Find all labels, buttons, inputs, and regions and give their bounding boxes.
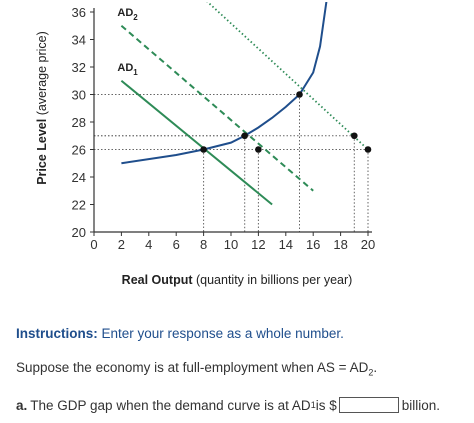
y-axis-label-rest: (average price) xyxy=(35,31,49,119)
statement-text: Suppose the economy is at full-employmen… xyxy=(16,360,369,375)
y-tick-label: 26 xyxy=(72,143,86,158)
x-tick-label: 14 xyxy=(279,237,293,252)
grid xyxy=(94,94,369,232)
x-tick-label: 16 xyxy=(306,237,320,252)
series-line-1 xyxy=(120,79,273,206)
series-label-sub: 2 xyxy=(133,13,138,22)
x-tick-label: 10 xyxy=(224,237,238,252)
series-label-1: AD1 xyxy=(117,62,138,77)
y-axis-label-bold: Price Level xyxy=(35,119,49,185)
question-unit: billion. xyxy=(401,397,440,413)
series-line-4 xyxy=(121,2,328,165)
axes: 0 2 4 6 8 10 12 14 16 18 20202224262830323436Real … xyxy=(35,5,375,287)
y-tick-label: 22 xyxy=(72,198,86,213)
x-tick-label: 2 xyxy=(118,237,125,252)
data-point xyxy=(296,91,303,98)
x-axis-label-rest: (quantity in billions per year) xyxy=(193,273,353,287)
y-tick-label: 28 xyxy=(72,115,86,130)
question-mid: is $ xyxy=(315,397,337,413)
series-label-sub: 1 xyxy=(133,68,138,77)
x-tick-label: 8 xyxy=(200,237,207,252)
data-point xyxy=(241,132,248,140)
x-axis-label: Real Output (quantity in billions per ye… xyxy=(122,273,353,287)
x-tick-label: 18 xyxy=(333,237,347,252)
series-label-2: AD2 xyxy=(117,7,138,22)
x-tick-label: 6 xyxy=(173,237,180,252)
statement-end: . xyxy=(373,360,378,375)
series-label-main: AD xyxy=(117,62,133,74)
instructions: Instructions: Enter your response as a w… xyxy=(16,326,344,341)
series-line-3 xyxy=(206,2,369,151)
data-point xyxy=(364,146,372,153)
series-label-main: AD xyxy=(117,7,133,19)
instructions-text: Enter your response as a whole number. xyxy=(97,326,344,341)
x-tick-label: 0 xyxy=(90,237,97,252)
data-point xyxy=(200,146,207,153)
y-axis-label: Price Level (average price) xyxy=(35,31,49,185)
y-tick-label: 20 xyxy=(72,225,86,240)
data-point xyxy=(351,132,358,140)
x-axis-label-bold: Real Output xyxy=(122,273,194,287)
question-sub: 1 xyxy=(310,400,316,410)
answer-input[interactable] xyxy=(338,397,399,413)
y-tick-label: 36 xyxy=(72,5,86,20)
problem-statement: Suppose the economy is at full-employmen… xyxy=(16,360,377,378)
chart: 0 2 4 6 8 10 12 14 16 18 20202224262830323436Real … xyxy=(35,2,375,287)
statement-sub: 2 xyxy=(368,367,374,378)
y-tick-label: 34 xyxy=(72,33,86,48)
x-tick-label: 4 xyxy=(145,237,152,252)
series-line-2 xyxy=(120,24,314,192)
points-layer xyxy=(200,91,372,153)
y-tick-label: 30 xyxy=(72,88,86,103)
question-text: The GDP gap when the demand curve is at … xyxy=(30,397,311,413)
y-tick-label: 32 xyxy=(72,60,86,75)
instructions-label: Instructions: xyxy=(16,326,98,341)
x-tick-label: 12 xyxy=(251,237,265,252)
series-layer xyxy=(120,2,369,206)
question-a: a. The GDP gap when the demand curve is … xyxy=(16,397,440,413)
data-point xyxy=(255,146,262,153)
x-tick-label: 20 xyxy=(361,237,375,252)
y-tick-label: 24 xyxy=(72,170,86,185)
question-letter: a. xyxy=(16,397,28,413)
